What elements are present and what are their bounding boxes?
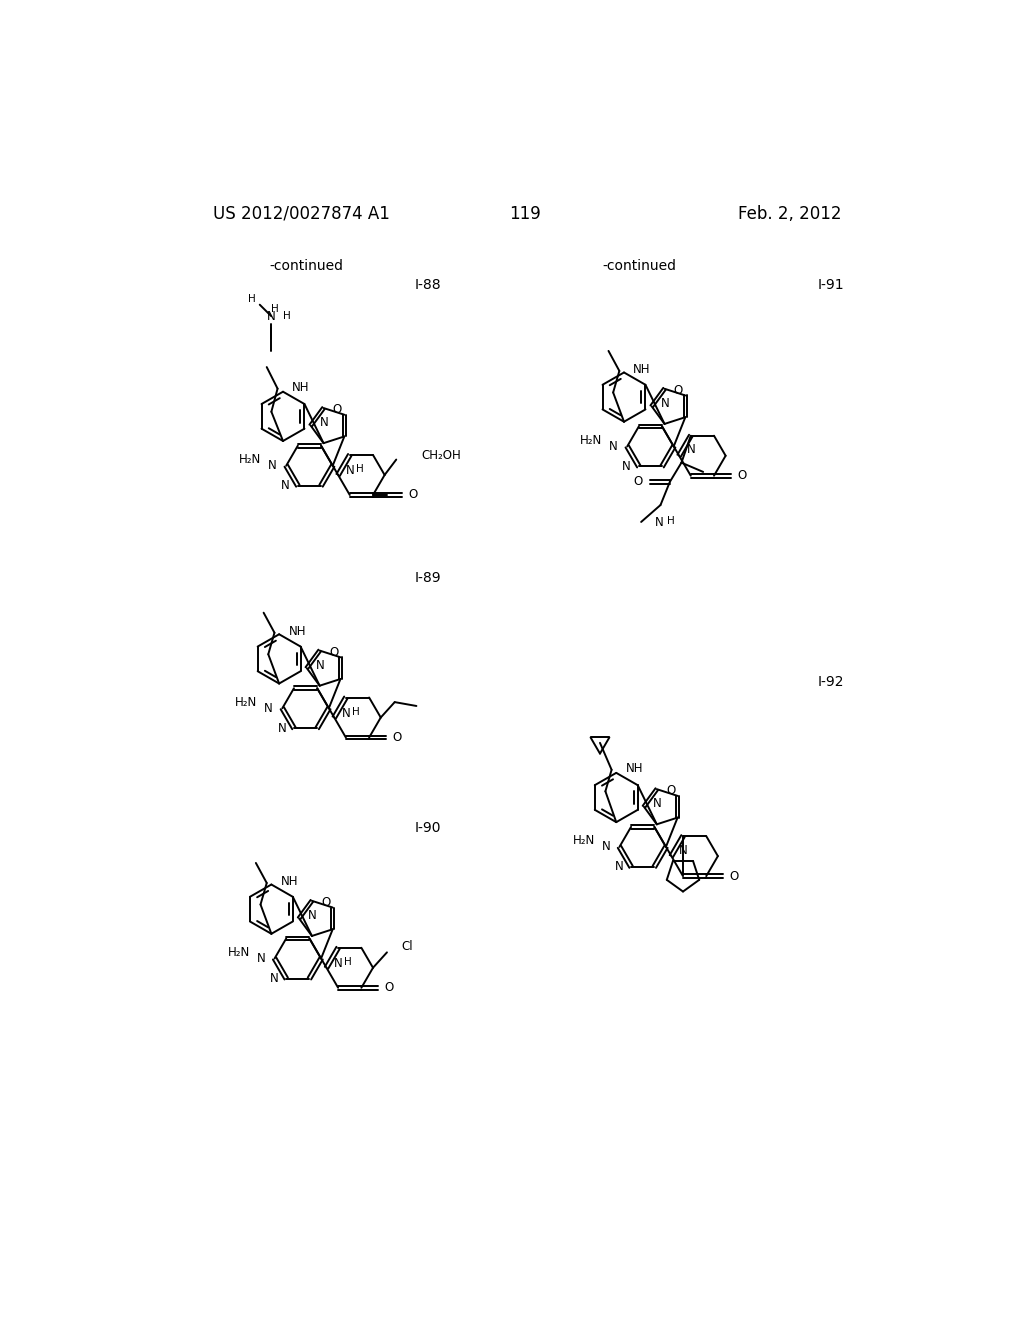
Text: N: N — [268, 459, 276, 473]
Text: H: H — [248, 294, 256, 305]
Text: N: N — [308, 908, 317, 921]
Text: I-88: I-88 — [415, 279, 441, 293]
Text: US 2012/0027874 A1: US 2012/0027874 A1 — [213, 205, 390, 223]
Text: O: O — [385, 981, 394, 994]
Text: NH: NH — [292, 380, 309, 393]
Text: NH: NH — [626, 762, 643, 775]
Text: H: H — [344, 957, 352, 968]
Text: NH: NH — [281, 875, 298, 888]
Text: Cl: Cl — [401, 940, 413, 953]
Text: H: H — [352, 706, 359, 717]
Text: I-91: I-91 — [818, 279, 845, 293]
Text: O: O — [322, 896, 331, 909]
Text: O: O — [666, 784, 676, 797]
Text: -continued: -continued — [269, 259, 343, 273]
Text: H₂N: H₂N — [227, 946, 250, 958]
Text: N: N — [686, 444, 695, 457]
Text: -continued: -continued — [602, 259, 677, 273]
Text: N: N — [614, 861, 624, 874]
Text: N: N — [282, 479, 290, 492]
Text: Feb. 2, 2012: Feb. 2, 2012 — [737, 205, 841, 223]
Text: O: O — [634, 475, 643, 488]
Text: N: N — [660, 397, 670, 409]
Text: O: O — [333, 403, 342, 416]
Text: O: O — [674, 384, 683, 397]
Text: N: N — [601, 841, 610, 853]
Text: I-90: I-90 — [415, 821, 441, 836]
Text: H: H — [271, 304, 280, 314]
Text: 119: 119 — [509, 205, 541, 223]
Text: N: N — [278, 722, 286, 735]
Text: H: H — [356, 465, 364, 474]
Text: O: O — [409, 488, 418, 502]
Text: N: N — [257, 952, 265, 965]
Text: N: N — [679, 843, 687, 857]
Text: N: N — [653, 797, 662, 810]
Text: N: N — [319, 416, 329, 429]
Text: N: N — [316, 659, 325, 672]
Text: O: O — [392, 731, 401, 744]
Text: O: O — [737, 469, 746, 482]
Text: N: N — [345, 465, 354, 478]
Text: N: N — [269, 972, 279, 985]
Text: N: N — [264, 702, 273, 714]
Text: N: N — [267, 310, 275, 323]
Text: N: N — [334, 957, 342, 970]
Text: O: O — [329, 645, 338, 659]
Text: O: O — [729, 870, 738, 883]
Text: H: H — [667, 516, 675, 525]
Text: H₂N: H₂N — [572, 834, 595, 847]
Text: I-89: I-89 — [415, 572, 441, 585]
Text: N: N — [341, 706, 350, 719]
Text: N: N — [654, 516, 664, 529]
Text: N: N — [623, 459, 631, 473]
Text: NH: NH — [289, 624, 306, 638]
Text: N: N — [609, 440, 617, 453]
Text: H₂N: H₂N — [240, 453, 261, 466]
Text: H₂N: H₂N — [236, 696, 257, 709]
Text: I-92: I-92 — [818, 675, 844, 689]
Text: H: H — [283, 312, 291, 321]
Text: H₂N: H₂N — [581, 434, 602, 446]
Text: NH: NH — [633, 363, 651, 376]
Text: CH₂OH: CH₂OH — [421, 449, 461, 462]
